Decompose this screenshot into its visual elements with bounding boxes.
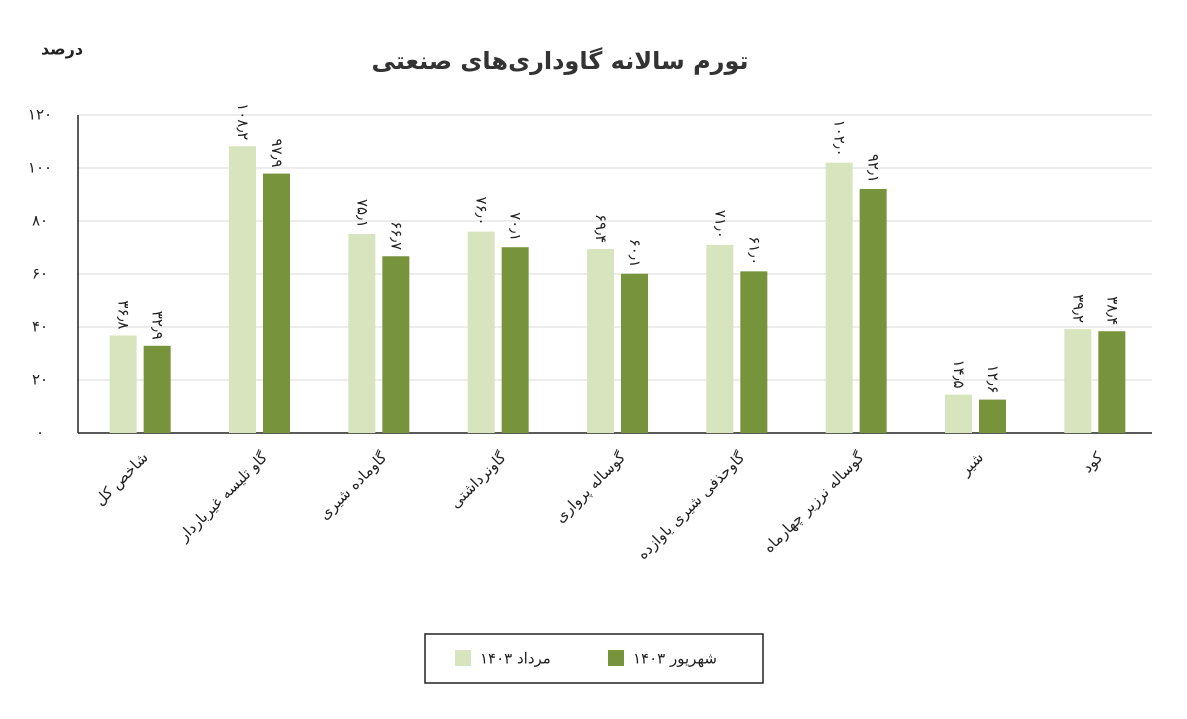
data-label: ۶۱٫۰ xyxy=(745,236,763,265)
data-label: ۷۰٫۱ xyxy=(507,212,525,241)
y-axis-label: درصد xyxy=(41,40,83,59)
x-tick-label: شاخص کل xyxy=(91,448,152,509)
bar xyxy=(467,231,495,433)
bar xyxy=(501,247,529,433)
bar xyxy=(706,244,734,433)
data-label: ۷۱٫۰ xyxy=(711,210,729,239)
data-label: ۱۴٫۵ xyxy=(950,360,968,389)
bar xyxy=(348,233,376,433)
bar xyxy=(621,273,648,433)
bar xyxy=(859,188,887,433)
y-tick-label: ۶۰ xyxy=(32,265,48,283)
legend-box xyxy=(424,633,764,684)
data-label: ۳۸٫۴ xyxy=(1103,296,1121,325)
x-tick-label: گاوحذفی شیری یاوازده xyxy=(634,448,749,563)
legend-swatch xyxy=(455,650,471,666)
x-tick-label: گاونرداشتی xyxy=(446,448,510,512)
x-tick-label: کود xyxy=(1078,448,1107,477)
data-label: ۹۷٫۹ xyxy=(268,139,286,168)
legend-label: مرداد ۱۴۰۳ xyxy=(480,650,551,668)
data-label: ۶۹٫۴ xyxy=(592,214,610,243)
x-tick-label: گاوماده شیری xyxy=(315,448,391,524)
bar xyxy=(979,399,1006,433)
bar xyxy=(263,173,290,433)
bar xyxy=(109,335,137,433)
data-label: ۳۲٫۹ xyxy=(149,311,167,340)
x-tick-label: گوساله نرزیر چهارماه xyxy=(760,448,869,557)
bar xyxy=(825,162,853,433)
data-label: ۶۶٫۷ xyxy=(387,221,405,250)
y-tick-label: ۴۰ xyxy=(32,318,48,336)
bar xyxy=(1098,331,1126,433)
legend-swatch xyxy=(608,650,624,666)
y-tick-label: ۱۰۰ xyxy=(28,159,52,177)
y-tick-label: ۲۰ xyxy=(32,371,48,389)
data-label: ۳۶٫۸ xyxy=(115,300,133,329)
legend-label: شهریور ۱۴۰۳ xyxy=(633,650,717,668)
x-tick-label: گوساله پرواری xyxy=(551,448,630,527)
data-label: ۳۹٫۲ xyxy=(1069,294,1087,323)
bar xyxy=(1064,329,1092,433)
y-tick-label: ۰ xyxy=(36,424,44,442)
data-label: ۶۰٫۱ xyxy=(626,239,644,268)
bar xyxy=(382,256,410,433)
data-label: ۹۲٫۱ xyxy=(865,154,883,183)
bar xyxy=(143,345,171,433)
chart-title: تورم سالانه گاوداری‌های صنعتی xyxy=(371,47,748,75)
data-label: ۱۰۲٫۰ xyxy=(831,120,849,157)
x-tick-label: گاو تلیسه غیرباردار xyxy=(174,448,272,546)
bar xyxy=(587,249,614,433)
data-label: ۱۲٫۶ xyxy=(984,365,1002,394)
data-label: ۱۰۸٫۲ xyxy=(234,103,252,140)
bar xyxy=(945,394,972,433)
bar xyxy=(740,271,768,433)
x-tick-label: شیر xyxy=(956,448,987,479)
y-tick-label: ۱۲۰ xyxy=(28,106,52,124)
data-label: ۷۶٫۰ xyxy=(473,197,491,226)
y-tick-label: ۸۰ xyxy=(32,212,48,230)
data-label: ۷۵٫۱ xyxy=(353,199,371,228)
bar xyxy=(229,146,256,433)
